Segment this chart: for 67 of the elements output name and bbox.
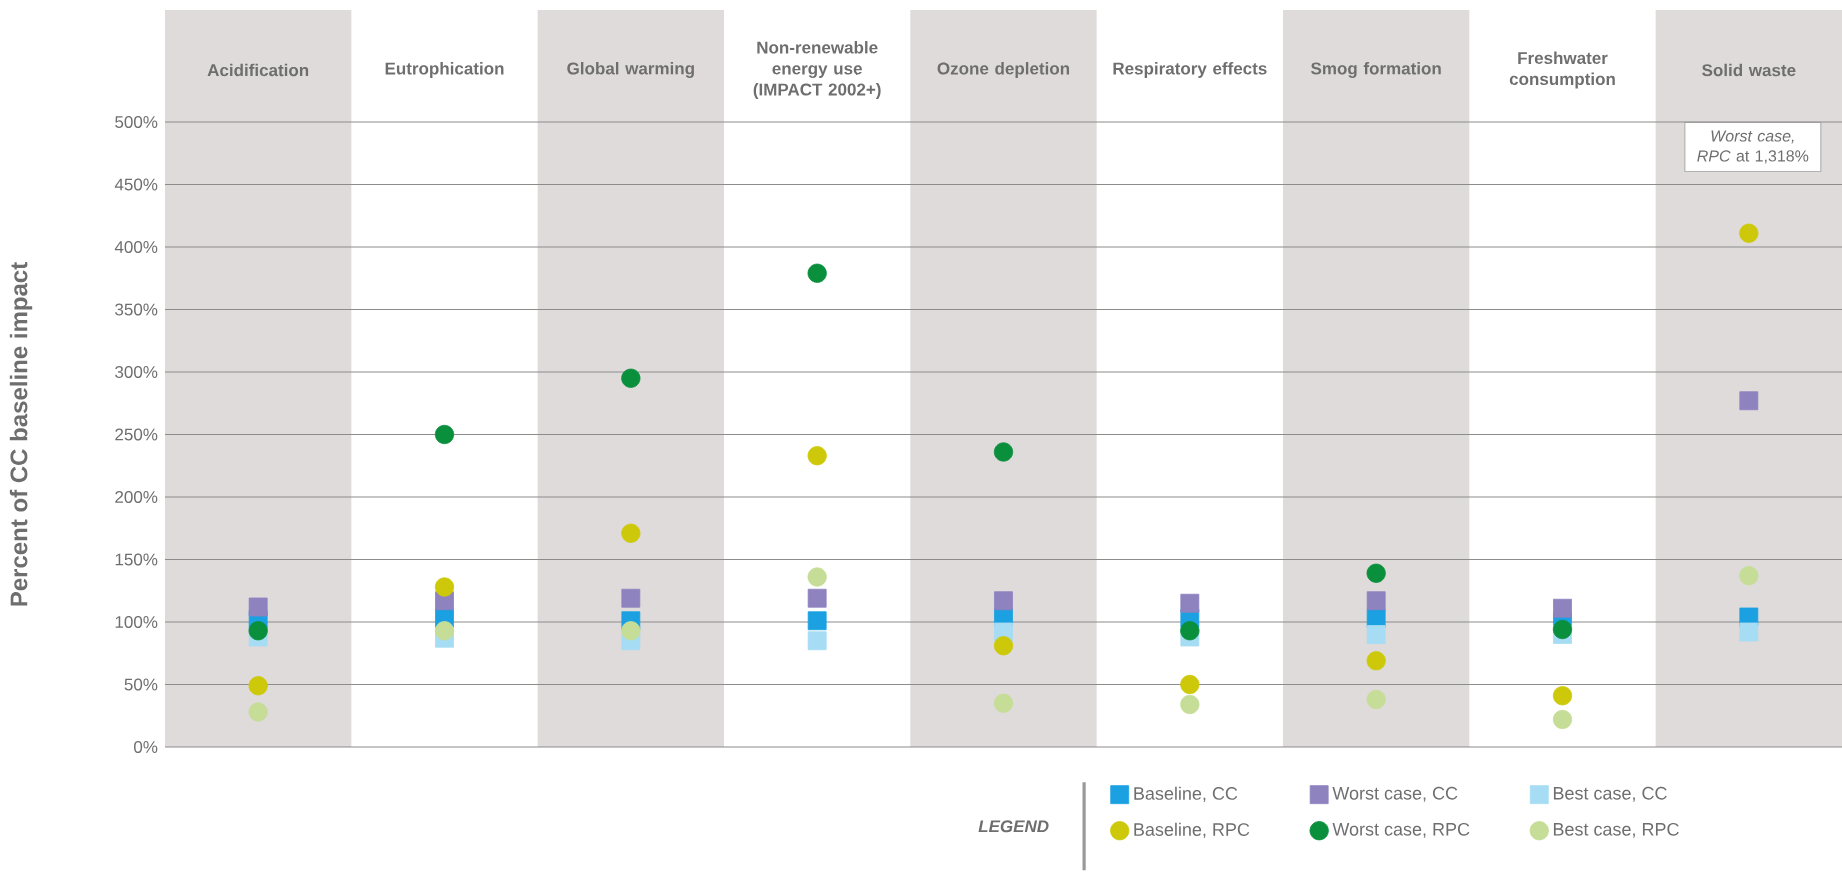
y-axis-title: Percent of CC baseline impact [9, 262, 33, 606]
legend-title: LEGEND [978, 820, 1049, 833]
point [1180, 674, 1200, 695]
point [1552, 709, 1573, 730]
x-tick-label: Acidification [207, 63, 309, 77]
x-tick-label: Smog formation [1311, 62, 1441, 78]
point [248, 597, 268, 617]
x-tick-label: Non-renewable energy use (IMPACT 2002+) [753, 41, 881, 99]
y-tick-label: 100% [115, 615, 158, 628]
y-tick-label: 0% [134, 740, 158, 753]
point [248, 702, 268, 722]
point [807, 611, 827, 631]
point [1180, 593, 1200, 613]
annotation: Worst case, RPC at 1,318% [1697, 130, 1809, 164]
point [621, 523, 641, 543]
y-tick-label: 50% [124, 678, 158, 691]
point [807, 588, 827, 608]
point [807, 446, 827, 466]
x-tick-label: Freshwater consumption [1509, 51, 1615, 89]
x-tick-label: Solid waste [1702, 63, 1796, 77]
legend-label: Worst case, CC [1332, 786, 1458, 802]
point [1180, 694, 1200, 715]
point [1553, 598, 1572, 618]
point [1366, 689, 1386, 710]
point [621, 621, 641, 641]
y-tick-label: 150% [115, 553, 158, 566]
point [1739, 391, 1759, 411]
point [993, 442, 1014, 462]
x-tick-label: Respiratory effects [1113, 62, 1267, 78]
point [434, 424, 455, 445]
point [248, 621, 268, 641]
point [807, 567, 827, 587]
point [1366, 563, 1386, 583]
point [1366, 591, 1386, 611]
point [1552, 619, 1573, 640]
point [993, 693, 1014, 713]
point [1739, 622, 1759, 642]
point [248, 676, 268, 696]
y-tick-label: 250% [115, 428, 158, 441]
legend-label: Best case, RPC [1553, 822, 1679, 838]
point [994, 591, 1013, 611]
y-tick-label: 450% [114, 178, 158, 191]
legend-label: Baseline, RPC [1134, 822, 1250, 839]
point [1739, 566, 1759, 586]
point [807, 263, 827, 283]
x-tick-label: Global warming [567, 62, 694, 78]
point [807, 631, 827, 651]
point [434, 577, 455, 597]
point [1552, 686, 1573, 706]
y-tick-label: 400% [114, 240, 158, 253]
x-tick-label: Eutrophication [385, 62, 504, 78]
point [1739, 223, 1759, 243]
point [1180, 621, 1200, 641]
point [621, 588, 641, 608]
y-tick-label: 300% [115, 365, 158, 378]
y-tick-label: 500% [115, 115, 158, 128]
legend-label: Worst case, RPC [1332, 822, 1470, 838]
point [1366, 651, 1386, 671]
x-tick-label: Ozone depletion [937, 62, 1070, 78]
point [993, 636, 1014, 656]
legend-label: Best case, CC [1553, 786, 1667, 802]
point [1366, 625, 1386, 644]
legend-label: Baseline, CC [1134, 786, 1238, 802]
point [621, 368, 641, 388]
y-tick-label: 200% [115, 490, 158, 503]
point [434, 621, 455, 641]
y-tick-label: 350% [115, 303, 158, 316]
